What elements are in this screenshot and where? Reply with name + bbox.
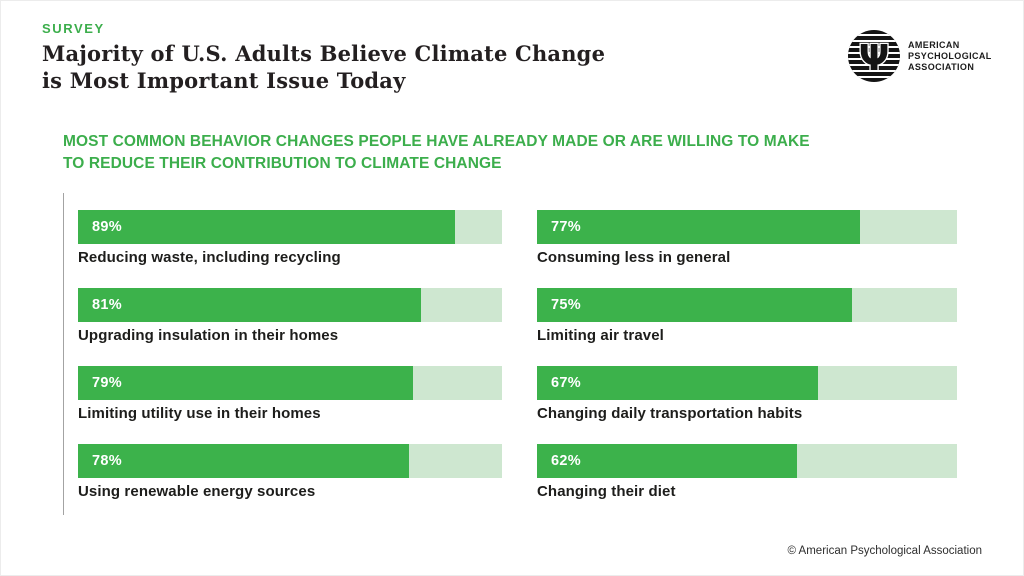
bar-row: 81% Upgrading insulation in their homes [78,288,502,346]
bar-value-label: 67% [551,375,581,391]
bar-track: 79% [78,366,502,400]
kicker-label: SURVEY [42,21,105,36]
bar-row: 79% Limiting utility use in their homes [78,366,502,424]
bar-category-label: Changing their diet [537,483,676,500]
bar-category-label: Using renewable energy sources [78,483,316,500]
bar-category-label: Limiting air travel [537,327,664,344]
chart-title: MOST COMMON BEHAVIOR CHANGES PEOPLE HAVE… [63,133,810,172]
bar-track: 81% [78,288,502,322]
bar-row: 67% Changing daily transportation habits [537,366,957,424]
bar-track: 75% [537,288,957,322]
bar-row: 75% Limiting air travel [537,288,957,346]
bar-category-label: Reducing waste, including recycling [78,249,341,266]
page-title: Majority of U.S. Adults Believe Climate … [42,41,606,93]
bar-category-label: Limiting utility use in their homes [78,405,321,422]
chart-axis-line [63,193,64,515]
bar-value-label: 75% [551,297,581,313]
bar-track: 67% [537,366,957,400]
apa-psi-circle-icon: Ψ [848,30,900,82]
bar-row: 78% Using renewable energy sources [78,444,502,502]
bar-category-label: Changing daily transportation habits [537,405,803,422]
bar-value-label: 78% [92,453,122,469]
bar-fill: 77% [537,210,861,244]
bar-row: 62% Changing their diet [537,444,957,502]
bar-row: 77% Consuming less in general [537,210,957,268]
bar-value-label: 81% [92,297,122,313]
bar-fill: 81% [78,288,422,322]
bar-value-label: 62% [551,453,581,469]
svg-text:Ψ: Ψ [859,38,890,79]
bar-track: 78% [78,444,502,478]
bar-value-label: 77% [551,219,581,235]
bar-fill: 79% [78,366,413,400]
bar-fill: 67% [537,366,819,400]
bar-category-label: Upgrading insulation in their homes [78,327,339,344]
copyright-notice: © American Psychological Association [787,545,982,557]
apa-logo-wordmark: AMERICAN PSYCHOLOGICAL ASSOCIATION [908,40,992,72]
bar-track: 77% [537,210,957,244]
apa-logo: Ψ AMERICAN PSYCHOLOGICAL ASSOCIATION [847,29,991,85]
bar-fill: 78% [78,444,409,478]
bar-column-left: 89% Reducing waste, including recycling … [78,210,502,522]
bar-fill: 62% [537,444,798,478]
bar-track: 89% [78,210,502,244]
bar-column-right: 77% Consuming less in general 75% Limiti… [537,210,957,522]
bar-track: 62% [537,444,957,478]
bar-value-label: 79% [92,375,122,391]
bar-fill: 89% [78,210,456,244]
bar-category-label: Consuming less in general [537,249,731,266]
bar-fill: 75% [537,288,852,322]
bar-value-label: 89% [92,219,122,235]
bar-row: 89% Reducing waste, including recycling [78,210,502,268]
